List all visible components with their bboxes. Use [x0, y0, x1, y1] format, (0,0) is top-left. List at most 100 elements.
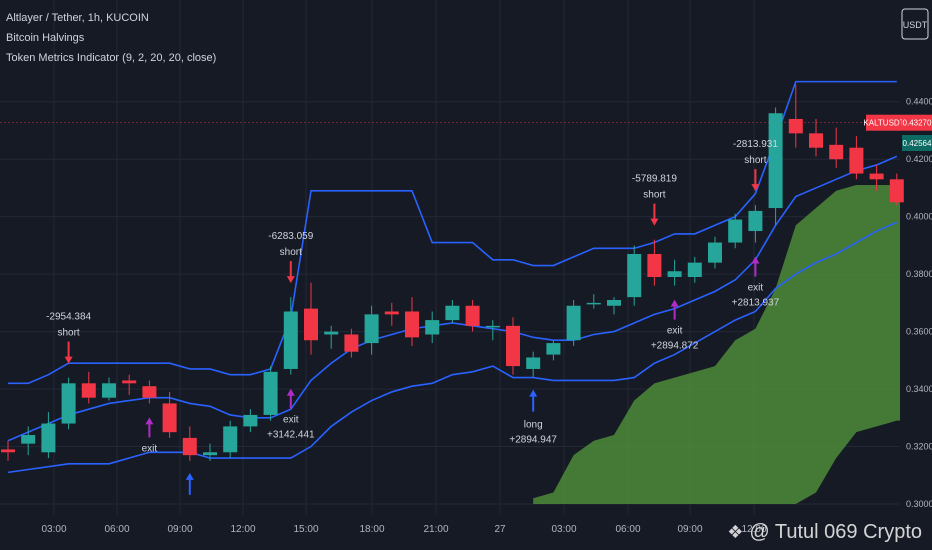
candle-body [607, 299, 621, 306]
lower-band-line [7, 221, 898, 474]
candle-body [748, 210, 763, 232]
time-tick-label: 21:00 [423, 524, 448, 535]
candle-body [203, 452, 217, 456]
price-tag [902, 114, 932, 131]
signal-type: exit [667, 326, 683, 337]
chart-legend: Altlayer / Tether, 1h, KUCOIN Bitcoin Ha… [6, 8, 216, 68]
signal-type: short [643, 190, 665, 201]
candle-body [849, 147, 864, 174]
symbol-title[interactable]: Altlayer / Tether, 1h, KUCOIN [6, 12, 149, 24]
candle-body [667, 271, 682, 278]
time-tick-label: 27 [494, 524, 506, 535]
candle-body [61, 383, 76, 424]
signal-amount: +3142.441 [267, 430, 315, 441]
time-tick-label: 12:00 [741, 524, 766, 535]
signal-type: exit [142, 443, 158, 454]
binance-logo-icon: ❖ [727, 522, 744, 542]
long-arrow-icon [185, 472, 194, 495]
candle-body [869, 173, 884, 180]
price-tag-label: KALTUSDT [863, 119, 904, 128]
candle-body [768, 113, 783, 209]
time-tick-label: 03:00 [41, 524, 66, 535]
candle-body [283, 311, 298, 369]
short-arrow-icon [286, 261, 295, 284]
candle-body [182, 437, 197, 456]
candle-body [405, 311, 419, 338]
candle-body [647, 254, 662, 278]
candle-body [546, 343, 561, 355]
time-tick-label: 15:00 [293, 524, 318, 535]
watermark: ❖ @ Tutul 069 Crypto [727, 521, 922, 544]
exit-arrow-icon [145, 417, 154, 438]
candle-body [889, 179, 904, 203]
time-tick-label: 18:00 [359, 524, 384, 535]
signal-type: short [280, 247, 302, 258]
time-tick-label: 09:00 [677, 524, 702, 535]
candle-body [586, 302, 601, 305]
currency-button[interactable]: USDT [901, 8, 929, 40]
candle-body [41, 423, 56, 453]
candle-body [485, 325, 500, 328]
candles[interactable] [1, 84, 904, 461]
shaded-area [533, 185, 900, 504]
candle-body [506, 325, 520, 367]
candle-body [304, 308, 318, 341]
candle-body [142, 386, 157, 398]
candle-body [445, 305, 460, 321]
signal-type: short [744, 155, 766, 166]
price-tag-label: 0.43270 [903, 119, 932, 128]
candle-body [809, 133, 823, 148]
time-tick-label: 09:00 [167, 524, 192, 535]
signals: -2954.384 short -6283.059 short -5789.819 sho… [46, 139, 780, 495]
candle-body [21, 435, 36, 444]
short-arrow-icon [751, 169, 760, 192]
candle-body [526, 357, 541, 369]
price-tag-label: 0.42564 [903, 139, 932, 148]
signal-type: short [57, 328, 79, 339]
exit-arrow-icon [670, 299, 679, 320]
long-arrow-icon [529, 389, 538, 412]
candle-body [425, 320, 440, 335]
price-tag [866, 114, 902, 131]
signal-type: exit [748, 283, 764, 294]
candle-body [627, 254, 642, 298]
exit-arrow-icon [286, 388, 295, 409]
time-tick-label: 06:00 [104, 524, 129, 535]
candle-body [344, 334, 359, 352]
shaded-area-polygon [533, 185, 900, 504]
time-tick-label: 06:00 [615, 524, 640, 535]
candle-body [364, 314, 379, 344]
candle-body [162, 403, 177, 433]
candle-body [566, 305, 581, 341]
candle-body [223, 426, 238, 453]
exit-arrow-icon [751, 256, 760, 277]
currency-button-label: USDT [903, 20, 928, 30]
candle-body [708, 242, 722, 263]
time-tick-label: 12:00 [230, 524, 255, 535]
candle-body [102, 383, 116, 398]
signal-amount: -2813.931 [733, 139, 778, 150]
price-tick-label: 0.30000 [906, 499, 932, 509]
time-axis[interactable]: 03:00 06:00 09:00 12:00 15:00 18:00 21:00 27 03:… [41, 524, 766, 535]
indicator-token-metrics[interactable]: Token Metrics Indicator (9, 2, 20, 20, c… [6, 52, 217, 64]
time-tick-label: 03:00 [551, 524, 576, 535]
signal-amount: -2954.384 [46, 312, 91, 323]
candle-body [687, 262, 702, 278]
signal-amount: -5789.819 [632, 174, 677, 185]
candle-body [465, 305, 480, 326]
candle-body [1, 449, 15, 453]
short-arrow-icon [64, 341, 73, 364]
candle-body [728, 219, 743, 243]
candle-body [263, 371, 278, 415]
candle-body [122, 380, 137, 384]
indicator-halvings[interactable]: Bitcoin Halvings [6, 32, 85, 44]
